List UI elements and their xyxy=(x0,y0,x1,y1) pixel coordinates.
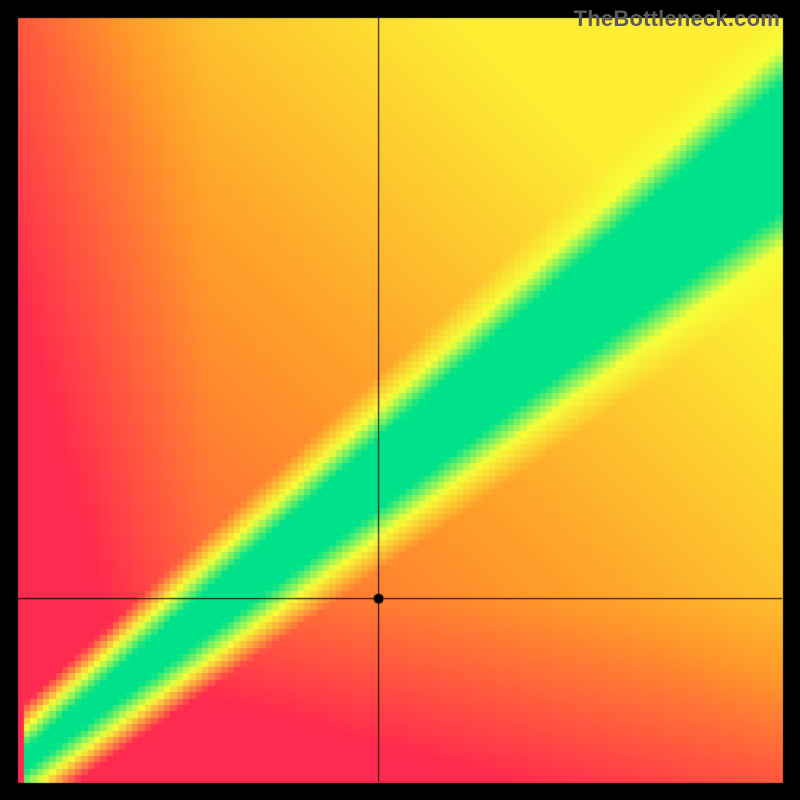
chart-container: TheBottleneck.com xyxy=(0,0,800,800)
watermark-text: TheBottleneck.com xyxy=(574,6,780,32)
bottleneck-heatmap-canvas xyxy=(0,0,800,800)
